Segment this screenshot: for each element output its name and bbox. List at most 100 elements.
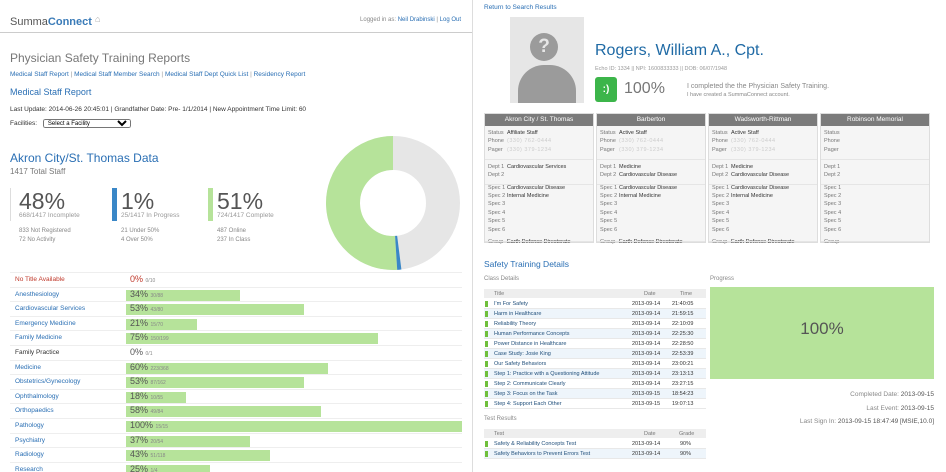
col-test-date: Date [644, 431, 656, 437]
department-row[interactable]: Emergency Medicine 21% 15/70 [10, 315, 462, 330]
class-row[interactable]: Step 2: Communicate Clearly 2013-09-14 23:… [484, 379, 706, 389]
department-name[interactable]: Family Practice [15, 349, 60, 356]
training-percent: 100% [624, 80, 665, 97]
hospital-column: Barberton Status Active Staff Phone (330) 76… [596, 113, 706, 245]
class-row[interactable]: Step 3: Focus on the Task 2013-09-15 18:54… [484, 389, 706, 399]
stat-no-activity: 72 No Activity [19, 237, 56, 243]
department-progress-bar [126, 318, 197, 330]
department-percent: 53% 43/80 [130, 303, 164, 314]
col-test: Test [494, 431, 505, 437]
department-percent: 21% 15/70 [130, 317, 164, 328]
department-row[interactable]: Research 25% 1/4 [10, 461, 462, 472]
return-to-search-link[interactable]: Return to Search Results [484, 4, 557, 11]
department-row[interactable]: Cardiovascular Services 53% 43/80 [10, 301, 462, 316]
department-row[interactable]: Medicine 60% 223/368 [10, 359, 462, 374]
hospital-field-spec3: Spec 3 [712, 201, 730, 208]
nav-medical-staff-search[interactable]: Medical Staff Member Search [74, 71, 160, 78]
class-title: Step 4: Support Each Other [494, 401, 562, 407]
department-name[interactable]: Obstetrics/Gynecology [15, 378, 81, 386]
complete-marker [485, 361, 488, 367]
last-sign-in: Last Sign In: 2013-09-15 18:47:49 [MSIE,… [799, 418, 934, 425]
hospital-column: Robinson Memorial Status Phone Pager Dept 1 D… [820, 113, 930, 245]
department-progress-bar [126, 391, 187, 403]
stat-in-progress-pct: 1% [121, 188, 155, 214]
complete-marker [485, 301, 488, 307]
class-date: 2013-09-14 [632, 301, 661, 307]
home-icon[interactable]: ⌂ [95, 14, 101, 24]
training-message: I completed the the Physician Safety Tra… [687, 83, 829, 99]
department-name[interactable]: Pathology [15, 422, 44, 429]
department-name[interactable]: Psychiatry [15, 436, 45, 444]
class-title: I'm For Safety [494, 301, 529, 307]
class-row[interactable]: Power Distance in Healthcare 2013-09-14 22… [484, 339, 706, 349]
class-row[interactable]: Step 4: Support Each Other 2013-09-15 19:0… [484, 399, 706, 409]
department-row[interactable]: Orthopaedics 58% 49/84 [10, 403, 462, 418]
account-created-text: I have created a SummaConnect account. [687, 92, 790, 98]
class-row[interactable]: I'm For Safety 2013-09-14 21:40:05 [484, 299, 706, 309]
app-logo[interactable]: SummaConnect [10, 16, 92, 28]
department-row[interactable]: Family Practice 0% 0/1 [10, 345, 462, 359]
class-table-header: Title Date Time [484, 289, 706, 298]
department-name[interactable]: Radiology [15, 451, 44, 459]
class-row[interactable]: Reliability Theory 2013-09-14 22:10:09 [484, 319, 706, 329]
stat-complete: 51% 724/1417 Complete 487 Online 237 In … [208, 188, 308, 246]
department-name[interactable]: Cardiovascular Services [15, 305, 86, 313]
department-percent: 37% 20/54 [130, 434, 164, 445]
stat-incomplete-label: 668/1417 Incomplete [19, 212, 80, 219]
logout-link[interactable]: Log Out [439, 17, 461, 23]
facility-label: Facilities: [10, 120, 38, 127]
hospital-field-spec5: Spec 5 [824, 218, 842, 225]
department-name[interactable]: Orthopaedics [15, 407, 54, 415]
stat-incomplete: 48% 668/1417 Incomplete 833 Not Register… [10, 188, 105, 246]
class-row[interactable]: Our Safety Behaviors 2013-09-14 23:00:21 [484, 359, 706, 369]
test-row[interactable]: Safety & Reliability Concepts Test 2013-0… [484, 439, 706, 449]
hospital-field-spec1: Spec 1 Cardiovascular Disease [488, 184, 566, 191]
class-date: 2013-09-14 [632, 321, 661, 327]
complete-marker [485, 371, 488, 377]
nav-medical-staff-report[interactable]: Medical Staff Report [10, 71, 69, 78]
stat-in-progress: 1% 25/1417 In Progress 21 Under 50% 4 Ov… [112, 188, 202, 246]
nav-residency-report[interactable]: Residency Report [253, 71, 306, 78]
hospital-field-spec4: Spec 4 [712, 209, 730, 216]
department-row[interactable]: Anesthesiology 34% 30/88 [10, 286, 462, 301]
department-name[interactable]: Anesthesiology [15, 290, 60, 298]
department-row[interactable]: Pathology 100% 15/15 [10, 418, 462, 432]
facility-select[interactable]: Select a Facility [42, 119, 131, 128]
department-percent: 53% 87/162 [130, 376, 166, 387]
department-name[interactable]: Research [15, 465, 43, 472]
class-row[interactable]: Step 1: Practice with a Questioning Atti… [484, 369, 706, 379]
department-name[interactable]: Medicine [15, 363, 42, 371]
class-date: 2013-09-14 [632, 331, 661, 337]
hospital-field-spec5: Spec 5 [712, 218, 730, 225]
department-name[interactable]: Emergency Medicine [15, 319, 76, 327]
class-row[interactable]: Harm in Healthcare 2013-09-14 21:59:15 [484, 309, 706, 319]
hospital-field-group: Group [824, 239, 840, 246]
hospital-field-pager: Pager [824, 146, 839, 153]
department-row[interactable]: Radiology 43% 51/118 [10, 447, 462, 462]
hospital-field-spec3: Spec 3 [600, 201, 618, 208]
class-date: 2013-09-14 [632, 351, 661, 357]
department-name[interactable]: No Title Available [15, 276, 65, 283]
hospital-field-group: Group Earth Defense Directorate [712, 239, 795, 246]
department-row[interactable]: Ophthalmology 18% 10/55 [10, 388, 462, 403]
login-status: Logged in as: Neil Drabinski | Log Out [360, 17, 461, 23]
department-row[interactable]: Psychiatry 37% 20/54 [10, 432, 462, 447]
hospital-field-status: Status [824, 130, 840, 136]
facility-filter: Facilities: Select a Facility [10, 119, 131, 128]
hospital-field-spec5: Spec 5 [600, 218, 618, 225]
department-row[interactable]: Family Medicine 75% 150/199 [10, 330, 462, 345]
class-title: Step 2: Communicate Clearly [494, 381, 566, 387]
test-row[interactable]: Safety Behaviors to Prevent Errors Test 2… [484, 449, 706, 459]
class-row[interactable]: Case Study: Josie King 2013-09-14 22:53:39 [484, 349, 706, 359]
complete-marker [485, 441, 488, 447]
department-name[interactable]: Family Medicine [15, 334, 62, 342]
hospital-field-spec6: Spec 6 [488, 226, 506, 233]
user-name-link[interactable]: Neil Drabinski [397, 17, 435, 23]
class-row[interactable]: Human Performance Concepts 2013-09-14 22:2… [484, 329, 706, 339]
department-row[interactable]: No Title Available 0% 0/10 [10, 272, 462, 286]
class-time: 21:59:15 [672, 311, 694, 317]
department-row[interactable]: Obstetrics/Gynecology 53% 87/162 [10, 374, 462, 389]
nav-dept-quick-list[interactable]: Medical Staff Dept Quick List [164, 71, 249, 78]
hospital-field-spec4: Spec 4 [824, 209, 842, 216]
department-name[interactable]: Ophthalmology [15, 392, 59, 400]
